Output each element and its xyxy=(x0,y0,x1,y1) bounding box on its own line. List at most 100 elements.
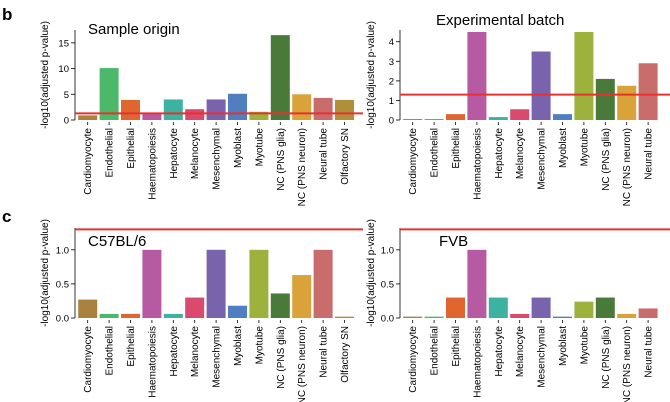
bar-hepatocyte xyxy=(163,99,183,120)
bar-haematopoiesis xyxy=(467,249,487,318)
bar-melanocyte xyxy=(510,109,530,120)
x-tick-label: Mesenchymal xyxy=(212,326,223,388)
x-tick-label: Myoblast xyxy=(558,326,569,366)
x-tick-label: NC (PNS neuron) xyxy=(622,326,633,402)
x-tick-label: Hepatocyte xyxy=(169,128,180,179)
x-tick-label: Melanocyte xyxy=(515,326,526,378)
x-tick-label: Epithelial xyxy=(451,128,462,169)
x-tick-label: Mesenchymal xyxy=(537,128,548,190)
x-tick-label: Cardiomyocyte xyxy=(83,128,94,195)
bar-nc-pns-neuron- xyxy=(617,313,637,318)
x-tick-label: Myoblast xyxy=(233,128,244,168)
bar-myoblast xyxy=(553,114,572,120)
bar-olfactory-sn xyxy=(335,316,354,318)
x-tick-label: Melanocyte xyxy=(190,326,201,378)
y-tick-label: 1.0 xyxy=(56,245,69,256)
y-tick-label: 0.0 xyxy=(381,314,394,325)
bar-nc-pns-glia- xyxy=(595,297,615,318)
x-tick-label: Haematopoiesis xyxy=(472,326,483,398)
bar-myotube xyxy=(574,301,594,318)
x-tick-label: Olfactory SN xyxy=(340,326,351,383)
bar-hepatocyte xyxy=(488,117,508,120)
bar-myoblast xyxy=(553,316,572,318)
x-tick-label: Neural tube xyxy=(644,128,655,180)
chart-title: FVB xyxy=(439,233,468,250)
chart-title: Experimental batch xyxy=(436,12,564,29)
bar-myoblast xyxy=(228,305,247,318)
bar-cardiomyocyte xyxy=(403,119,423,120)
y-tick-label: 4 xyxy=(389,37,394,48)
x-tick-label: Haematopoiesis xyxy=(147,326,158,398)
bar-mesenchymal xyxy=(206,99,226,120)
bar-endothelial xyxy=(99,68,119,120)
x-tick-label: Neural tube xyxy=(644,326,655,378)
bar-myotube xyxy=(249,249,269,318)
y-tick-label: 0.5 xyxy=(381,279,394,290)
bar-haematopoiesis xyxy=(467,31,487,121)
y-tick-label: 0 xyxy=(389,116,394,127)
x-tick-label: NC (PNS glia) xyxy=(276,326,287,389)
x-tick-label: Hepatocyte xyxy=(494,128,505,179)
bar-olfactory-sn xyxy=(335,99,354,120)
y-axis-label: -log10(adjusted p-value) xyxy=(40,21,51,129)
bar-endothelial xyxy=(424,316,444,318)
bar-neural-tube xyxy=(638,308,658,318)
bar-cardiomyocyte xyxy=(403,316,423,318)
y-axis-label: -log10(adjusted p-value) xyxy=(40,219,51,327)
x-tick-label: NC (PNS neuron) xyxy=(297,326,308,402)
bar-mesenchymal xyxy=(206,249,226,318)
bar-endothelial xyxy=(99,313,119,318)
bar-mesenchymal xyxy=(531,297,551,318)
bar-myotube xyxy=(574,31,594,121)
x-tick-label: Endothelial xyxy=(105,128,116,177)
bar-neural-tube xyxy=(638,63,658,120)
chart-experimental-batch: 0 1 2 3 4 -log10(adjusted p-value) Cardiomyocy… xyxy=(366,12,670,206)
bar-endothelial xyxy=(424,119,444,120)
x-tick-label: Haematopoiesis xyxy=(472,128,483,200)
bar-epithelial xyxy=(446,114,465,120)
bar-haematopoiesis xyxy=(142,112,162,120)
chart-fvb: 0.0 0.5 1.0 -log10(adjusted p-value) Cardiom… xyxy=(366,219,670,402)
x-tick-label: Melanocyte xyxy=(190,128,201,180)
bar-melanocyte xyxy=(185,109,205,120)
y-tick-label: 1 xyxy=(389,96,394,107)
bar-nc-pns-glia- xyxy=(270,293,290,318)
bar-cardiomyocyte xyxy=(78,115,98,120)
x-tick-label: NC (PNS neuron) xyxy=(622,128,633,206)
chart-c57bl6: 0.0 0.5 1.0 -log10(adjusted p-value) Cardiom… xyxy=(40,219,363,402)
x-tick-label: Olfactory SN xyxy=(340,128,351,185)
x-tick-label: Hepatocyte xyxy=(494,326,505,377)
chart-sample-origin: 0 5 10 15 -log10(adjusted p-value) Cardiomyoc… xyxy=(40,21,363,206)
x-tick-label: Endothelial xyxy=(105,326,116,375)
bar-neural-tube xyxy=(313,249,333,318)
x-tick-label: NC (PNS neuron) xyxy=(297,128,308,206)
bar-neural-tube xyxy=(313,97,333,120)
y-tick-label: 0.5 xyxy=(56,279,69,290)
bar-nc-pns-neuron- xyxy=(292,94,312,120)
y-axis-label: -log10(adjusted p-value) xyxy=(366,21,377,129)
panel-letter-b: b xyxy=(2,5,12,24)
bar-myotube xyxy=(249,111,269,120)
bar-epithelial xyxy=(121,99,140,120)
bar-hepatocyte xyxy=(488,297,508,318)
bar-nc-pns-glia- xyxy=(270,35,290,121)
chart-title: C57BL/6 xyxy=(88,233,146,250)
bar-epithelial xyxy=(446,297,465,318)
x-tick-label: Haematopoiesis xyxy=(147,128,158,200)
x-tick-label: Myoblast xyxy=(233,326,244,366)
x-tick-label: NC (PNS glia) xyxy=(601,128,612,191)
chart-title: Sample origin xyxy=(88,21,180,38)
bar-melanocyte xyxy=(510,313,530,318)
x-tick-label: Epithelial xyxy=(126,326,137,367)
y-tick-label: 2 xyxy=(389,76,394,87)
bar-cardiomyocyte xyxy=(78,299,98,318)
bar-myoblast xyxy=(228,93,247,120)
y-tick-label: 10 xyxy=(58,64,69,75)
bar-nc-pns-neuron- xyxy=(292,275,312,318)
bar-melanocyte xyxy=(185,297,205,318)
x-tick-label: Mesenchymal xyxy=(537,326,548,388)
x-tick-label: Cardiomyocyte xyxy=(408,326,419,393)
bar-hepatocyte xyxy=(163,313,183,318)
x-tick-label: Neural tube xyxy=(319,128,330,180)
